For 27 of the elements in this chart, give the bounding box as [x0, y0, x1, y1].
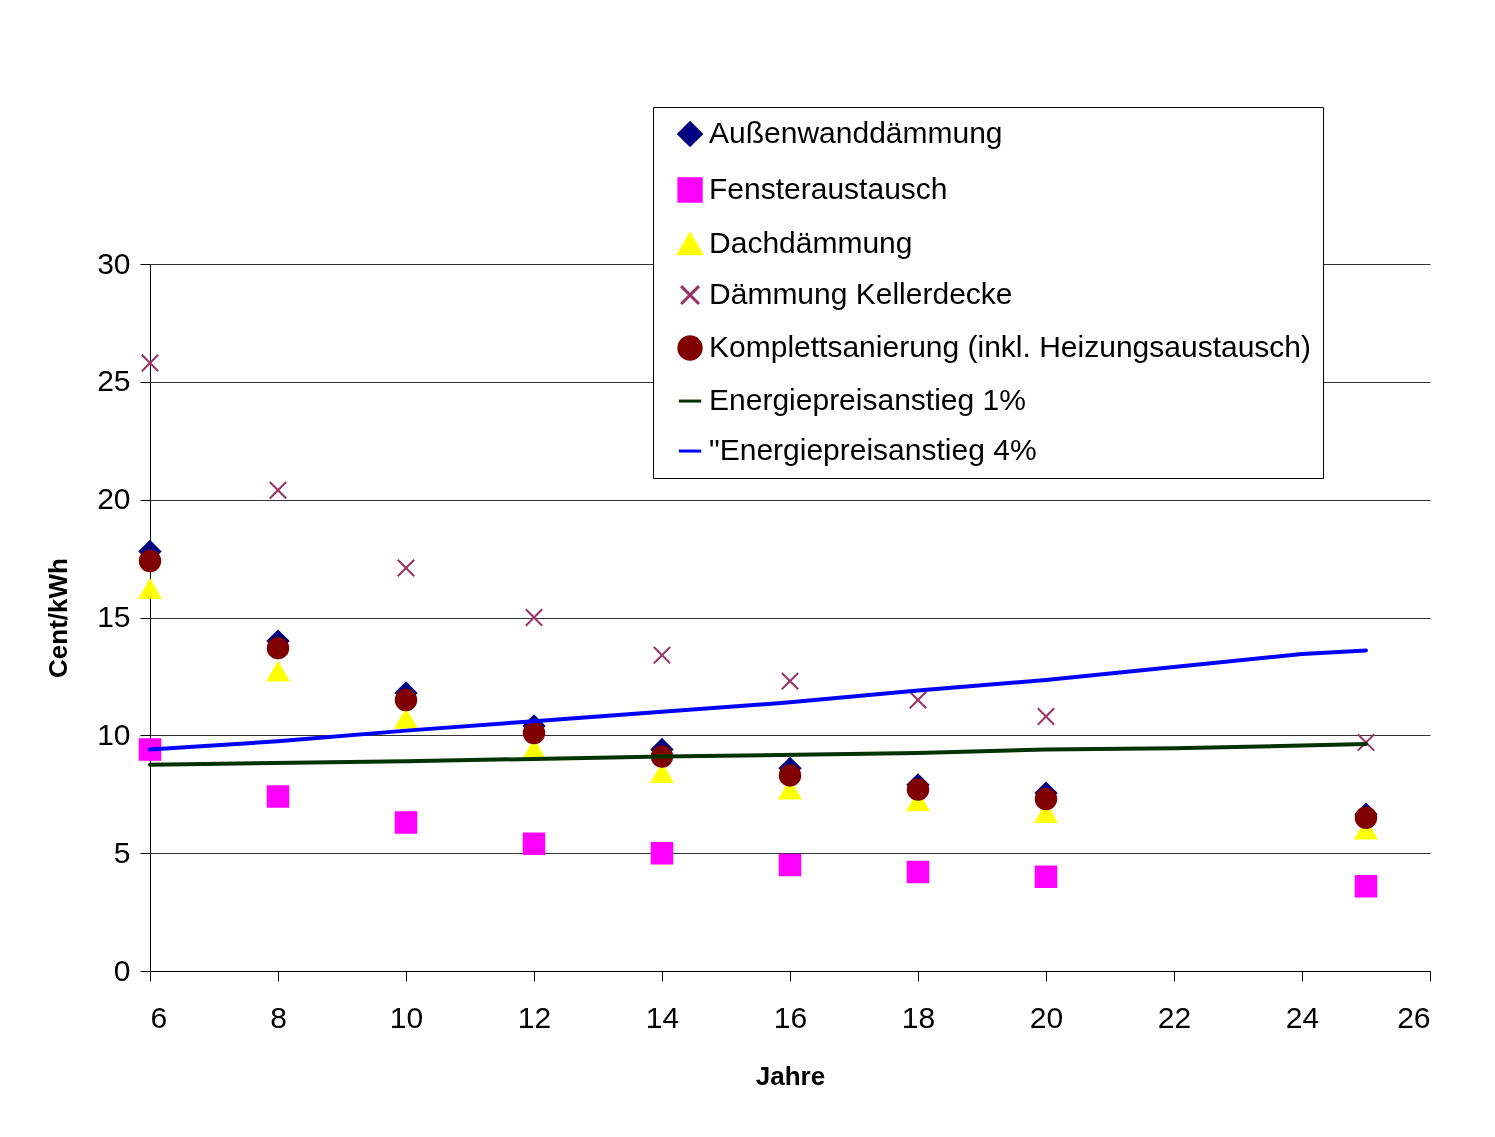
x-tick-label: 22 [1157, 1000, 1192, 1034]
y-tick-label: 5 [113, 835, 131, 869]
x-tick-label: 14 [645, 1000, 680, 1034]
x-tick-label: 6 [150, 1000, 168, 1034]
legend-label: Fensteraustausch [709, 172, 948, 206]
x-tick-label: 16 [773, 1000, 808, 1034]
y-tick-label: 0 [113, 953, 131, 987]
legend-label: Dämmung Kellerdecke [709, 277, 1013, 311]
y-tick-label: 15 [97, 600, 131, 633]
legend-label: Außenwanddämmung [709, 116, 1003, 150]
legend-label: Komplettsanierung (inkl. Heizungsaustausch) [709, 330, 1312, 364]
y-tick-label: 25 [97, 364, 131, 398]
x-tick-label: 24 [1285, 1000, 1320, 1034]
x-axis-title: Jahre [755, 1060, 826, 1091]
y-tick-label: 10 [97, 717, 131, 751]
legend-label: Dachdämmung [709, 226, 913, 260]
x-tick-label: 12 [517, 1000, 552, 1034]
y-tick-label: 20 [97, 482, 131, 516]
legend-label: Energiepreisanstieg 1% [709, 383, 1026, 417]
y-axis-title: Cent/kWh [43, 558, 74, 678]
x-tick-label: 10 [389, 1000, 424, 1034]
legend-label: "Energiepreisanstieg 4% [709, 433, 1037, 467]
x-tick-label: 18 [901, 1000, 936, 1034]
x-tick-label: 26 [1397, 1000, 1431, 1034]
x-tick-label: 20 [1029, 1000, 1064, 1034]
x-tick-label: 8 [270, 1000, 287, 1034]
y-tick-label: 30 [97, 246, 131, 280]
